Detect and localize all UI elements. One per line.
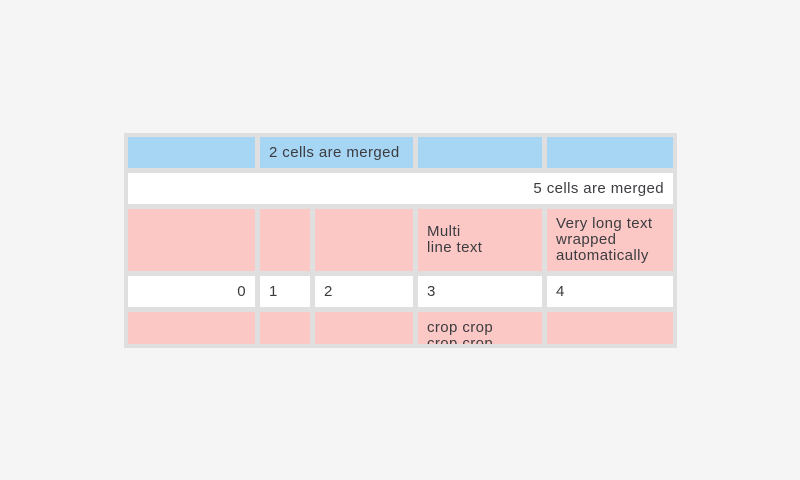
cell-r1-merged-all[interactable]: 5 cells are merged: [128, 173, 673, 204]
cell-r4-c0[interactable]: [128, 312, 255, 344]
cell-r3-c4[interactable]: 4: [547, 276, 673, 307]
cell-r3-c1[interactable]: 1: [260, 276, 310, 307]
cell-text: 2 cells are merged: [269, 143, 400, 161]
cell-text: Multi line text: [427, 223, 483, 256]
cell-r0-c0[interactable]: [128, 137, 255, 168]
cell-text: Very long text wrapped automatically: [556, 215, 653, 264]
table-clip-area: 2 cells are merged 5 cells are merged: [128, 137, 673, 344]
cell-r2-c4-wrapped[interactable]: Very long text wrapped automatically: [547, 209, 673, 271]
cell-r4-c2[interactable]: [315, 312, 413, 344]
cell-r0-merged-c1-c2[interactable]: 2 cells are merged: [260, 137, 413, 168]
cell-text: 4: [556, 282, 565, 300]
cell-text: 0: [237, 282, 246, 300]
cell-text: 5 cells are merged: [533, 179, 664, 197]
cell-text: 3: [427, 282, 436, 300]
cell-r2-c2[interactable]: [315, 209, 413, 271]
cell-r4-c3-cropped-text[interactable]: crop crop crop crop: [418, 312, 542, 344]
cell-r0-c4[interactable]: [547, 137, 673, 168]
cell-r3-c3[interactable]: 3: [418, 276, 542, 307]
cell-r2-c1[interactable]: [260, 209, 310, 271]
cell-r3-c2[interactable]: 2: [315, 276, 413, 307]
cell-r3-c0[interactable]: 0: [128, 276, 255, 307]
cell-r2-c0[interactable]: [128, 209, 255, 271]
cell-r4-c1[interactable]: [260, 312, 310, 344]
table-widget: 2 cells are merged 5 cells are merged: [124, 133, 677, 348]
cell-text: crop crop crop crop: [427, 319, 494, 345]
cell-r0-c3[interactable]: [418, 137, 542, 168]
cell-r4-c4[interactable]: [547, 312, 673, 344]
cell-r2-c3-multiline[interactable]: Multi line text: [418, 209, 542, 271]
table-grid: 2 cells are merged 5 cells are merged: [128, 137, 673, 344]
cell-text: 1: [269, 282, 278, 300]
cell-text: 2: [324, 282, 333, 300]
